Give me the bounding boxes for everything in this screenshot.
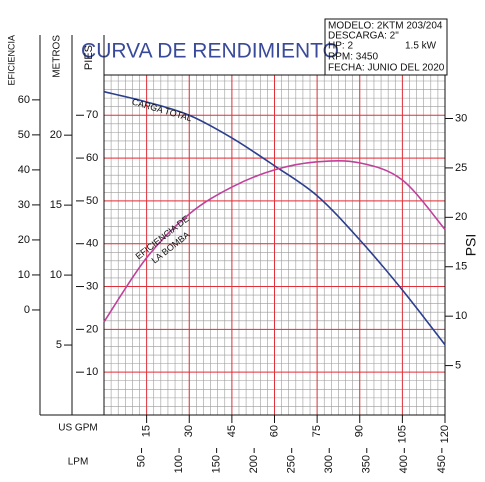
x2-tick-label: 150	[211, 455, 223, 473]
x2-tick-label: 50	[135, 455, 147, 467]
x-tick-label: 75	[311, 425, 323, 437]
y-tick-label: 40	[86, 238, 98, 250]
x-tick-label: 90	[354, 425, 366, 437]
y3-tick-label: 20	[50, 129, 62, 141]
info-model: MODELO: 2KTM 203/204	[328, 21, 443, 32]
x-tick-label: 45	[226, 425, 238, 437]
y2-tick-label: 20	[455, 211, 467, 223]
y-tick-label: 20	[86, 323, 98, 335]
y4-tick-label: 0	[24, 304, 30, 316]
x-tick-label: 15	[141, 425, 153, 437]
y-tick-label: 10	[86, 366, 98, 378]
meters-axis-label: METROS	[52, 35, 63, 78]
info-rpm: RPM: 3450	[328, 52, 378, 63]
y-tick-label: 30	[86, 280, 98, 292]
y3-tick-label: 15	[50, 199, 62, 211]
plot-frame	[103, 74, 446, 416]
y4-tick-label: 50	[18, 129, 30, 141]
y3-tick-label: 5	[56, 339, 62, 351]
y2-tick-label: 30	[455, 112, 467, 124]
annotation: CARGA TOTAL	[131, 97, 193, 124]
y-tick-label: 50	[86, 195, 98, 207]
y4-tick-label: 30	[18, 199, 30, 211]
x-axis-label: US GPM	[58, 423, 97, 434]
x-tick-label: 120	[439, 425, 451, 443]
y-tick-label: 60	[86, 152, 98, 164]
info-date: FECHA: JUNIO DEL 2020	[328, 63, 445, 74]
y4-tick-label: 60	[18, 94, 30, 106]
y2-tick-label: 5	[455, 359, 461, 371]
y-tick-label: 70	[86, 109, 98, 121]
y4-tick-label: 20	[18, 234, 30, 246]
x2-tick-label: 100	[173, 455, 185, 473]
y4-tick-label: 10	[18, 269, 30, 281]
feet-axis-label: PIES	[83, 45, 95, 70]
info-discharge: DESCARGA: 2"	[328, 31, 399, 42]
psi-axis-label: PSI	[463, 234, 479, 257]
info-hp: HP: 2	[328, 41, 353, 52]
x2-tick-label: 450	[436, 455, 448, 473]
chart-title: CURVA DE RENDIMIENTO	[81, 40, 339, 63]
x2-tick-label: 300	[323, 455, 335, 473]
y2-tick-label: 15	[455, 261, 467, 273]
x2-tick-label: 250	[286, 455, 298, 473]
efficiency-axis-label: EFICIENCIA	[6, 35, 16, 86]
x2-tick-label: 350	[361, 455, 373, 473]
y2-tick-label: 25	[455, 162, 467, 174]
x2-tick-label: 200	[248, 455, 260, 473]
y3-tick-label: 10	[50, 269, 62, 281]
x-tick-label: 105	[396, 425, 408, 443]
y4-tick-label: 40	[18, 164, 30, 176]
y2-tick-label: 10	[455, 310, 467, 322]
x2-axis-label: LPM	[68, 457, 89, 468]
x2-tick-label: 400	[398, 455, 410, 473]
grid	[104, 75, 446, 415]
x-tick-label: 30	[183, 425, 195, 437]
info-kw: 1.5 kW	[405, 41, 437, 52]
x-tick-label: 60	[268, 425, 280, 437]
line	[103, 90, 446, 346]
line	[103, 159, 446, 323]
